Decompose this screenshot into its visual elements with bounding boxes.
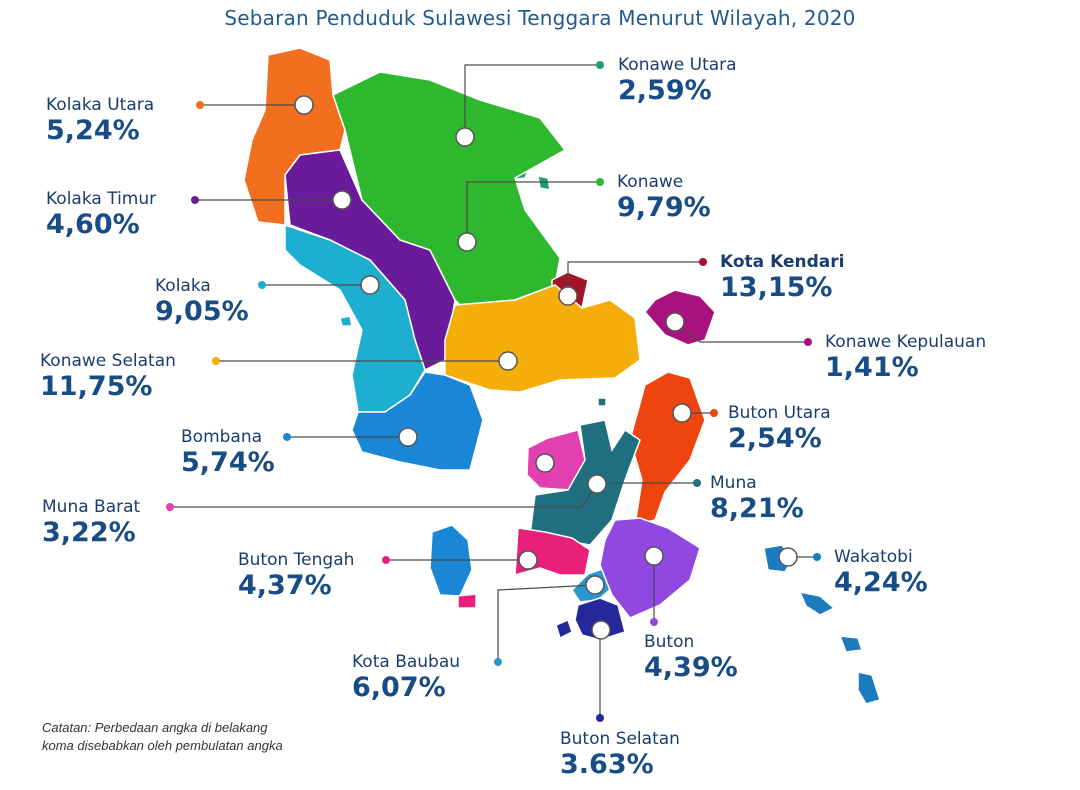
label-wakatobi: Wakatobi 4,24% — [834, 547, 928, 599]
region-percent: 3.63% — [560, 749, 654, 780]
region-name: Konawe Kepulauan — [825, 332, 987, 352]
region-percent: 5,24% — [46, 115, 140, 146]
region-konawe[interactable] — [332, 71, 567, 306]
region-percent: 5,74% — [181, 447, 275, 478]
region-percent: 2,59% — [618, 75, 712, 106]
region-percent: 13,15% — [720, 272, 833, 303]
region-muna[interactable] — [529, 419, 641, 546]
region-name: Muna Barat — [42, 497, 141, 517]
label-muna: Muna 8,21% — [710, 473, 804, 525]
region-name: Buton — [644, 632, 695, 652]
leader-lines — [170, 64, 817, 718]
region-percent: 2,54% — [728, 423, 822, 454]
region-percent: 4,39% — [644, 652, 738, 683]
label-kota-baubau: Kota Baubau 6,07% — [352, 652, 460, 704]
region-wakatobi-island-2 — [798, 590, 836, 616]
region-percent: 11,75% — [40, 371, 153, 402]
label-muna-barat: Muna Barat 3,22% — [42, 497, 140, 549]
small-island-2 — [339, 315, 353, 327]
region-name: Kolaka Timur — [46, 189, 157, 209]
region-buton[interactable] — [599, 517, 701, 619]
region-name: Kota Baubau — [352, 652, 461, 672]
leader-dots — [166, 61, 821, 722]
label-kota-kendari: Kota Kendari 13,15% — [720, 252, 844, 304]
label-konawe: Konawe 9,79% — [617, 172, 711, 224]
label-kolaka-timur: Kolaka Timur 4,60% — [46, 189, 156, 241]
region-name: Konawe — [617, 172, 684, 192]
footnote: Catatan: Perbedaan angka di belakang kom… — [42, 719, 283, 755]
region-wakatobi-island-4 — [857, 671, 881, 705]
region-name: Kota Kendari — [720, 252, 845, 272]
map-title: Sebaran Penduduk Sulawesi Tenggara Menur… — [224, 6, 856, 30]
footnote-line-2: koma disebabkan oleh pembulatan angka — [42, 738, 283, 753]
small-island-1 — [537, 175, 551, 191]
label-bombana: Bombana 5,74% — [181, 427, 275, 479]
region-buton-selatan-island — [555, 618, 573, 640]
region-name: Wakatobi — [834, 547, 913, 567]
label-buton-utara: Buton Utara 2,54% — [728, 403, 831, 455]
region-buton-utara[interactable] — [629, 371, 706, 527]
region-name: Kolaka Utara — [46, 95, 155, 115]
region-percent: 9,05% — [155, 296, 249, 327]
label-buton-selatan: Buton Selatan 3.63% — [560, 729, 680, 781]
region-percent: 6,07% — [352, 672, 446, 703]
small-island-3 — [597, 397, 607, 407]
region-name: Konawe Selatan — [40, 351, 176, 371]
footnote-line-1: Catatan: Perbedaan angka di belakang — [42, 720, 268, 735]
region-name: Muna — [710, 473, 757, 493]
region-percent: 8,21% — [710, 493, 804, 524]
region-percent: 9,79% — [617, 192, 711, 223]
label-konawe-utara: Konawe Utara 2,59% — [618, 55, 737, 107]
region-percent: 4,60% — [46, 209, 140, 240]
region-percent: 1,41% — [825, 352, 919, 383]
region-buton-selatan[interactable] — [574, 597, 626, 641]
label-konawe-kepulauan: Konawe Kepulauan 1,41% — [825, 332, 986, 384]
region-buton-tengah-island — [457, 593, 477, 609]
region-percent: 4,24% — [834, 567, 928, 598]
region-wakatobi-island-3 — [838, 635, 864, 653]
region-name: Konawe Utara — [618, 55, 737, 75]
region-percent: 4,37% — [238, 570, 332, 601]
label-kolaka: Kolaka 9,05% — [155, 276, 249, 328]
region-name: Buton Utara — [728, 403, 831, 423]
region-bombana[interactable] — [351, 371, 484, 471]
label-kolaka-utara: Kolaka Utara 5,24% — [46, 95, 154, 147]
region-name: Buton Tengah — [238, 550, 355, 570]
region-pins — [294, 95, 798, 640]
region-percent: 3,22% — [42, 517, 136, 548]
region-name: Buton Selatan — [560, 729, 680, 749]
region-name: Bombana — [181, 427, 263, 447]
label-buton-tengah: Buton Tengah 4,37% — [238, 550, 354, 602]
label-konawe-selatan: Konawe Selatan 11,75% — [40, 351, 176, 403]
region-name: Kolaka — [155, 276, 211, 296]
label-buton: Buton 4,39% — [644, 632, 738, 684]
